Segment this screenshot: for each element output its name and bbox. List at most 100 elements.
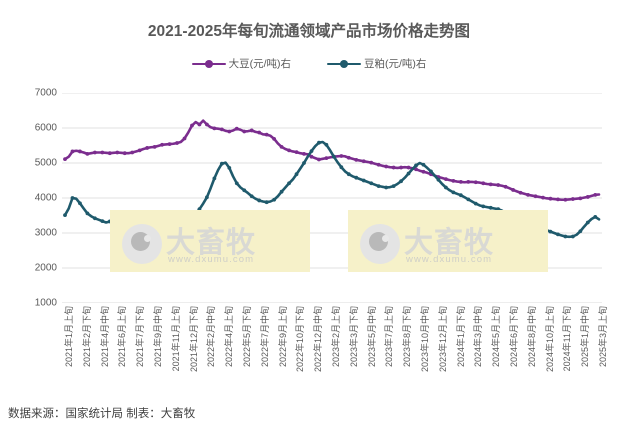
series-line-soybean: [63, 119, 601, 202]
data-point: [429, 169, 433, 174]
x-axis-tick-label: 2022年5月下旬: [242, 306, 252, 368]
data-point: [309, 149, 314, 153]
x-axis-tick-label: 2023年2月上旬: [331, 306, 341, 368]
x-axis-tick-label: 2025年3月上旬: [598, 306, 608, 368]
data-point: [167, 142, 172, 146]
data-point: [391, 184, 396, 188]
legend-swatch-soybean-meal-icon: [327, 59, 361, 69]
chart-legend: 大豆(元/吨)右 豆粕(元/吨)右: [0, 56, 618, 71]
data-point: [287, 181, 291, 186]
data-point: [317, 157, 321, 162]
x-axis-tick-label: 2021年6月上旬: [117, 306, 128, 368]
x-axis-tick-label: 2024年3月中旬: [473, 306, 484, 368]
data-point: [399, 179, 403, 184]
data-point: [481, 181, 486, 186]
x-axis-tick-label: 2022年9月上旬: [277, 306, 288, 368]
x-axis-tick-label: 2021年1月上旬: [64, 306, 74, 368]
data-point: [272, 197, 277, 202]
data-point: [85, 152, 90, 156]
x-axis-tick-label: 2022年12月中旬: [313, 306, 324, 373]
data-point: [443, 177, 448, 181]
data-point: [570, 234, 575, 239]
data-point: [384, 164, 389, 169]
x-axis-tick-label: 2021年12月下旬: [188, 306, 199, 373]
data-point: [563, 197, 568, 202]
data-point: [526, 221, 530, 226]
data-point: [205, 122, 209, 127]
data-point: [593, 192, 598, 197]
data-point: [257, 198, 262, 203]
data-point: [287, 148, 291, 153]
data-point: [242, 129, 247, 134]
data-point: [369, 160, 374, 165]
x-axis-tick-label: 2022年10月下旬: [295, 306, 306, 373]
data-point: [63, 213, 67, 218]
data-point: [190, 123, 194, 128]
data-point: [122, 151, 127, 156]
x-axis-tick-label: 2024年11月下旬: [562, 306, 573, 372]
x-axis-tick-label: 2021年11月上旬: [170, 306, 181, 372]
data-point: [212, 126, 217, 131]
x-axis-tick-label: 2024年6月下旬: [509, 306, 519, 368]
data-point: [526, 192, 530, 197]
data-point: [451, 178, 456, 183]
x-axis-tick-label: 2021年4月中旬: [99, 306, 110, 368]
data-point: [593, 215, 598, 219]
data-point: [421, 162, 426, 167]
data-point: [585, 195, 590, 199]
plot-area: [62, 93, 602, 303]
chart-source-note: 数据来源：国家统计局 制表：大畜牧: [8, 408, 196, 420]
data-point: [488, 182, 493, 187]
y-axis-tick-label: 1000: [34, 297, 57, 309]
data-point: [376, 184, 381, 188]
data-point: [346, 155, 351, 160]
data-point: [324, 156, 329, 160]
data-point: [578, 196, 583, 201]
data-point: [100, 150, 105, 155]
data-point: [85, 211, 90, 216]
data-point: [361, 159, 366, 164]
data-point: [227, 129, 232, 134]
data-point: [317, 140, 321, 145]
y-axis: 7000 6000 5000 4000 3000 2000 1000: [0, 88, 57, 309]
data-point: [234, 181, 239, 186]
data-point: [339, 154, 344, 158]
data-point: [130, 217, 135, 221]
data-point: [354, 175, 359, 180]
data-point: [279, 145, 284, 149]
data-point: [556, 197, 560, 202]
data-point: [309, 154, 314, 159]
data-point: [361, 178, 366, 183]
x-axis-tick-label: 2021年2月下旬: [81, 306, 92, 368]
data-point: [190, 214, 194, 219]
data-point: [219, 161, 224, 166]
data-point: [376, 162, 381, 167]
data-point: [249, 128, 254, 133]
data-point: [160, 142, 164, 147]
data-point: [570, 197, 575, 201]
data-point: [541, 195, 545, 200]
data-point: [414, 163, 418, 168]
x-axis-tick-label: 2021年9月中旬: [153, 306, 163, 368]
data-point: [354, 157, 359, 162]
x-axis-tick-label: 2025年1月中旬: [580, 306, 591, 368]
legend-item-soybean[interactable]: 大豆(元/吨)右: [191, 56, 291, 71]
data-point: [152, 210, 157, 214]
data-point: [145, 146, 150, 150]
data-point: [496, 183, 501, 187]
data-point: [443, 185, 448, 190]
data-point: [294, 172, 299, 177]
data-point: [406, 171, 411, 176]
x-axis: 2021年1月上旬 2021年2月下旬 2021年4月中旬 2021年6月上旬 2021…: [62, 306, 608, 384]
data-point: [63, 157, 67, 162]
data-point: [578, 229, 583, 234]
data-point: [302, 161, 306, 165]
data-point: [160, 212, 164, 217]
legend-item-soybean-meal[interactable]: 豆粕(元/吨)右: [327, 56, 426, 71]
data-point: [414, 167, 418, 172]
y-axis-tick-label: 6000: [34, 122, 57, 134]
data-point: [115, 150, 120, 155]
data-point: [197, 207, 202, 212]
data-point: [466, 180, 471, 184]
y-axis-tick-label: 4000: [34, 192, 57, 204]
